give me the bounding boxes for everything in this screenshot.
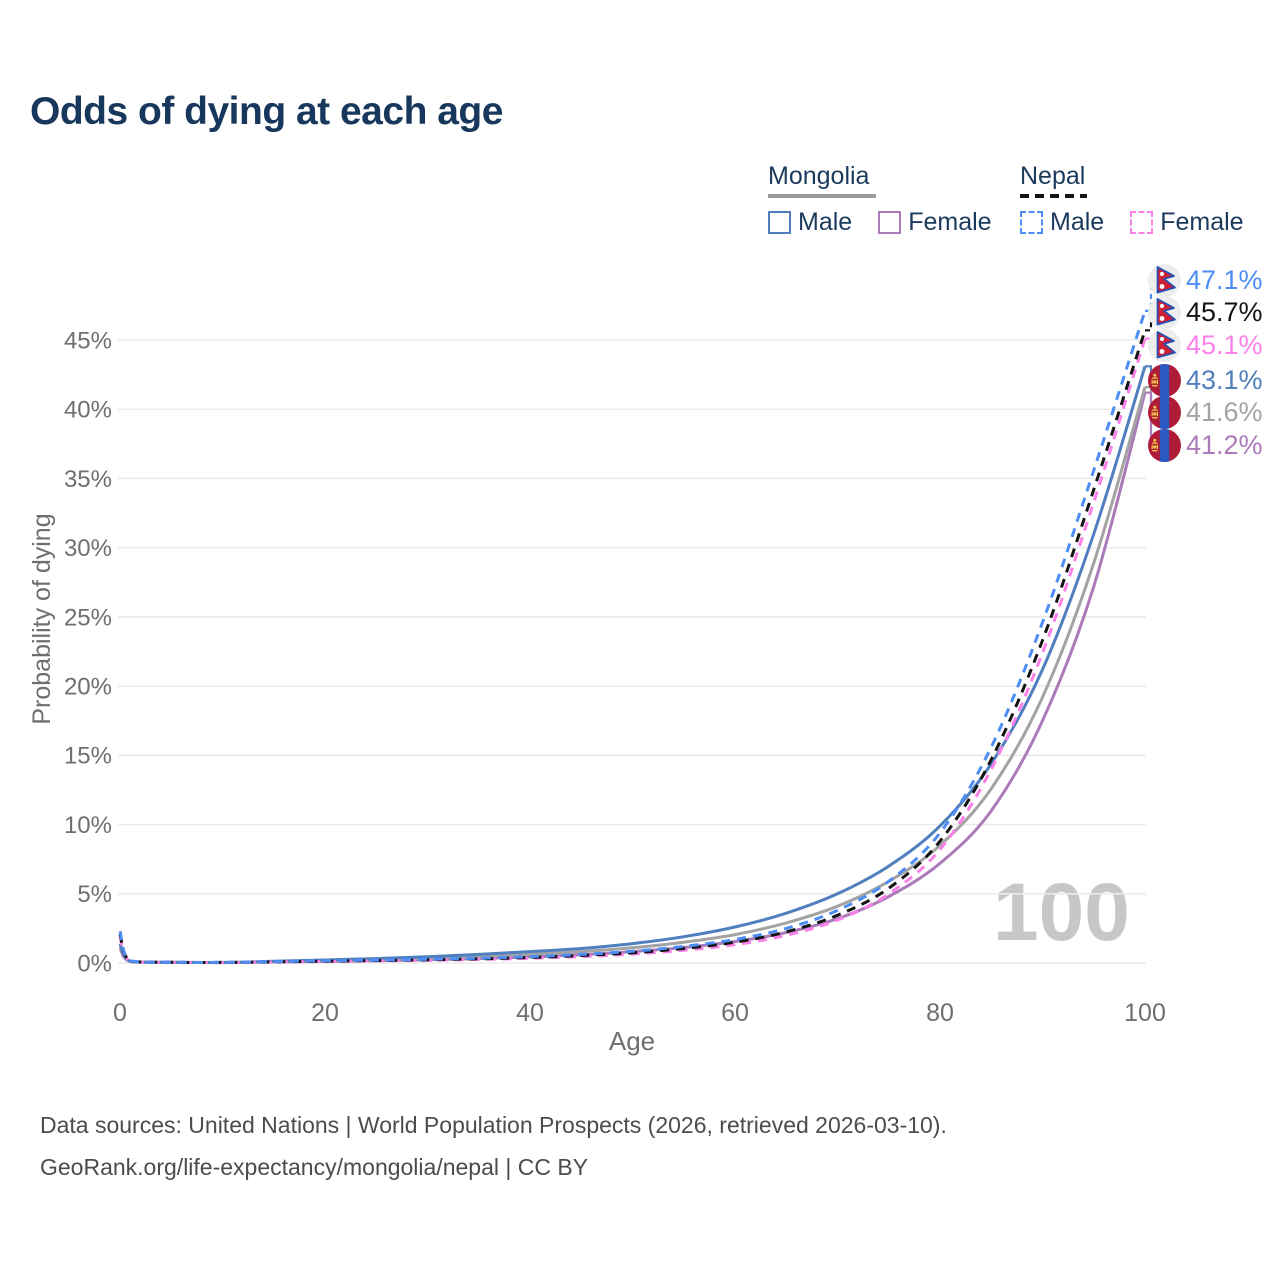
x-tick-label: 40	[516, 999, 544, 1027]
mongolia-male-swatch-icon	[768, 211, 791, 234]
end-value-label: 41.2%	[1186, 429, 1263, 460]
nepal-male-swatch-icon	[1020, 211, 1043, 234]
legend-nepal-underline-swatch	[1020, 194, 1087, 198]
nepal-flag-icon	[1148, 263, 1181, 297]
end-callout-mongolia-male: 43.1%	[1148, 364, 1263, 397]
legend-item-label: Male	[798, 208, 853, 236]
legend-mongolia-label[interactable]: Mongolia	[768, 162, 870, 190]
age-indicator-watermark: 100	[993, 867, 1130, 958]
end-value-label: 45.1%	[1186, 329, 1263, 360]
y-tick-label: 0%	[77, 950, 112, 977]
y-tick-label: 15%	[64, 743, 112, 770]
y-tick-label: 35%	[64, 466, 112, 493]
end-callout-mongolia-female: 41.2%	[1148, 429, 1263, 462]
y-tick-label: 45%	[64, 327, 112, 354]
end-callout-mongolia: 41.6%	[1148, 396, 1263, 429]
page-title: Odds of dying at each age	[30, 90, 503, 133]
end-value-label: 45.7%	[1186, 296, 1263, 327]
legend-item-label: Male	[1050, 208, 1105, 236]
y-tick-label: 30%	[64, 535, 112, 562]
x-tick-label: 80	[926, 999, 954, 1027]
y-tick-label: 20%	[64, 674, 112, 701]
series-line-nepal[interactable]	[118, 329, 1147, 964]
end-callout-nepal-male: 47.1%	[1148, 263, 1263, 297]
y-tick-label: 10%	[64, 812, 112, 839]
line-chart-plot-area: 0% 5% 10% 15% 20% 25% 30% 35% 40% 45% 0 20 40 60 80 100	[64, 278, 1166, 1027]
end-value-label: 43.1%	[1186, 364, 1263, 395]
y-tick-label: 5%	[77, 881, 112, 908]
data-source-line: Data sources: United Nations | World Pop…	[40, 1112, 947, 1138]
legend-group-nepal: Nepal Male Female	[1020, 162, 1244, 237]
series-line-mongolia-male[interactable]	[118, 365, 1147, 964]
series-line-nepal-female[interactable]	[118, 338, 1147, 965]
y-tick-label: 40%	[64, 397, 112, 424]
nepal-flag-icon	[1148, 295, 1181, 329]
attribution-line: GeoRank.org/life-expectancy/mongolia/nep…	[40, 1154, 589, 1180]
end-value-label: 47.1%	[1186, 264, 1263, 295]
legend-item-mongolia-female[interactable]: Female	[878, 208, 992, 237]
legend-item-label: Female	[908, 208, 992, 236]
x-tick-label: 20	[311, 999, 339, 1027]
mongolia-female-swatch-icon	[878, 211, 902, 234]
nepal-flag-icon	[1148, 328, 1181, 362]
nepal-female-swatch-icon	[1130, 211, 1154, 234]
legend-item-nepal-male[interactable]: Male	[1020, 208, 1104, 237]
y-axis-title: Probability of dying	[28, 513, 56, 725]
series-line-nepal-male[interactable]	[118, 310, 1147, 964]
legend-group-mongolia: Mongolia Male Female	[768, 162, 992, 237]
x-tick-label: 100	[1124, 999, 1166, 1027]
end-value-label: 41.6%	[1186, 396, 1263, 427]
series-line-mongolia[interactable]	[118, 386, 1147, 965]
legend-item-label: Female	[1160, 208, 1244, 236]
footer: Data sources: United Nations | World Pop…	[40, 1104, 947, 1188]
x-tick-label: 60	[721, 999, 749, 1027]
legend-item-mongolia-male[interactable]: Male	[768, 208, 852, 237]
legend-nepal-label[interactable]: Nepal	[1020, 162, 1086, 190]
mongolia-flag-icon	[1148, 429, 1181, 462]
x-tick-label: 0	[113, 999, 127, 1027]
x-axis-title: Age	[608, 1026, 656, 1056]
mongolia-flag-icon	[1148, 396, 1181, 429]
legend-item-nepal-female[interactable]: Female	[1130, 208, 1244, 237]
end-callout-nepal: 45.7%	[1148, 295, 1263, 329]
y-tick-label: 25%	[64, 604, 112, 631]
mongolia-flag-icon	[1148, 364, 1181, 397]
legend-mongolia-underline-swatch	[768, 194, 876, 198]
end-callout-nepal-female: 45.1%	[1148, 328, 1263, 362]
